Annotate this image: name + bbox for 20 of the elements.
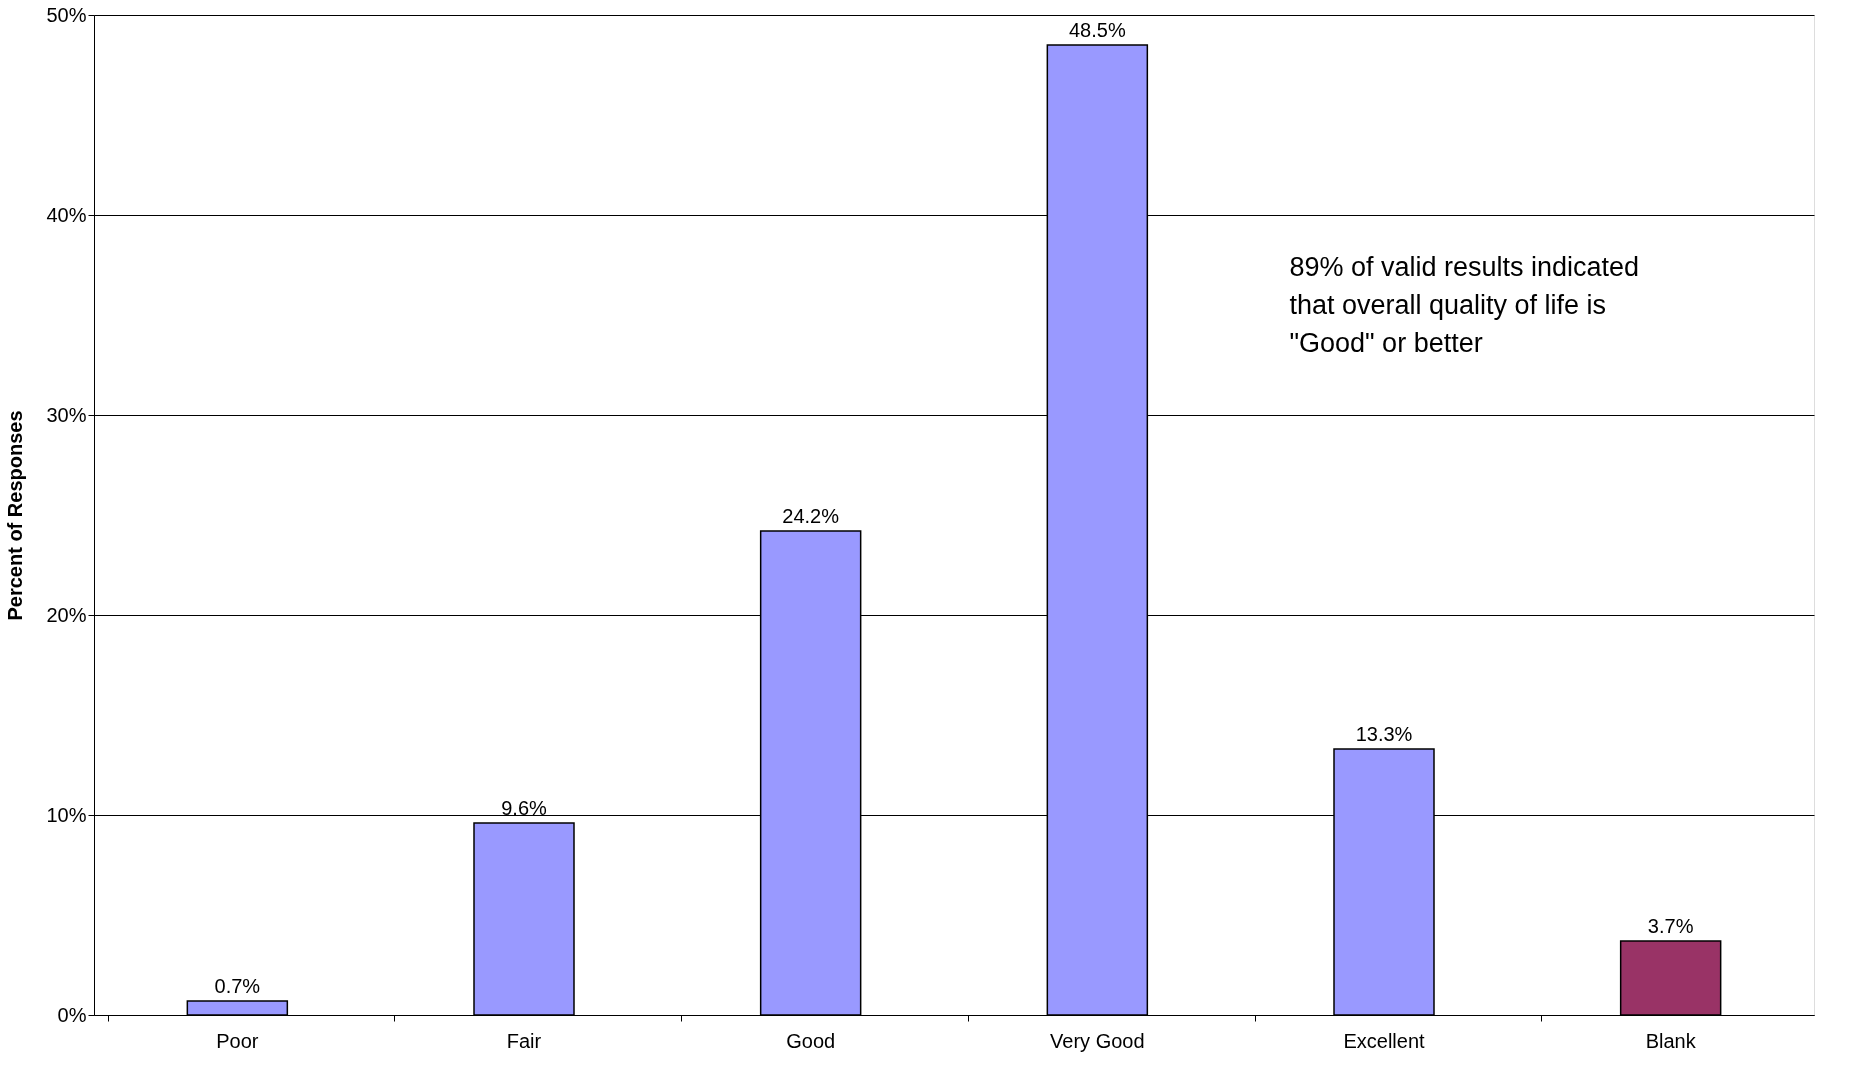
y-tick-label: 30%: [46, 403, 87, 426]
x-tick-label: Blank: [1645, 1029, 1697, 1052]
annotation: 89% of valid results indicated that overall quality of life is "Good" or better: [1289, 252, 1640, 358]
y-tick-label: 20%: [46, 603, 87, 626]
y-tick-label: 0%: [57, 1003, 87, 1026]
data-label: 3.7%: [1647, 915, 1694, 937]
data-label: 24.2%: [782, 505, 840, 527]
data-label: 48.5%: [1068, 19, 1126, 41]
y-tick-label: 50%: [46, 3, 87, 26]
y-tick-label: 10%: [46, 803, 87, 826]
x-tick-label: Excellent: [1343, 1029, 1426, 1052]
x-tick-label: Fair: [506, 1029, 542, 1052]
data-label: 9.6%: [501, 797, 548, 819]
data-label: 0.7%: [214, 975, 261, 997]
x-tick-label: Good: [786, 1029, 836, 1052]
x-tick-label: Very Good: [1050, 1029, 1145, 1052]
y-tick-label: 40%: [46, 203, 87, 226]
x-tick-label: Poor: [216, 1029, 259, 1052]
data-label: 13.3%: [1355, 723, 1413, 745]
y-axis-title: Percent of Responses: [4, 410, 27, 621]
